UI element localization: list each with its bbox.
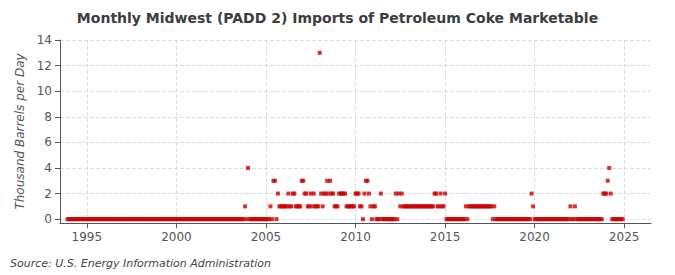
svg-text:2: 2 — [44, 187, 52, 201]
svg-text:2005: 2005 — [251, 230, 282, 244]
svg-text:2010: 2010 — [340, 230, 371, 244]
svg-text:2020: 2020 — [519, 230, 550, 244]
svg-text:10: 10 — [37, 84, 52, 98]
svg-text:2000: 2000 — [161, 230, 192, 244]
svg-text:0: 0 — [44, 212, 52, 226]
svg-text:12: 12 — [37, 59, 52, 73]
svg-text:1995: 1995 — [72, 230, 103, 244]
svg-text:6: 6 — [44, 135, 52, 149]
svg-text:8: 8 — [44, 110, 52, 124]
svg-text:Monthly Midwest (PADD 2) Impor: Monthly Midwest (PADD 2) Imports of Petr… — [77, 10, 598, 26]
svg-text:14: 14 — [37, 33, 52, 47]
svg-text:2025: 2025 — [609, 230, 640, 244]
svg-text:4: 4 — [44, 161, 52, 175]
svg-text:Source: U.S. Energy Informatio: Source: U.S. Energy Information Administ… — [10, 257, 271, 270]
svg-text:Thousand Barrels per Day: Thousand Barrels per Day — [13, 53, 27, 210]
svg-text:2015: 2015 — [430, 230, 461, 244]
